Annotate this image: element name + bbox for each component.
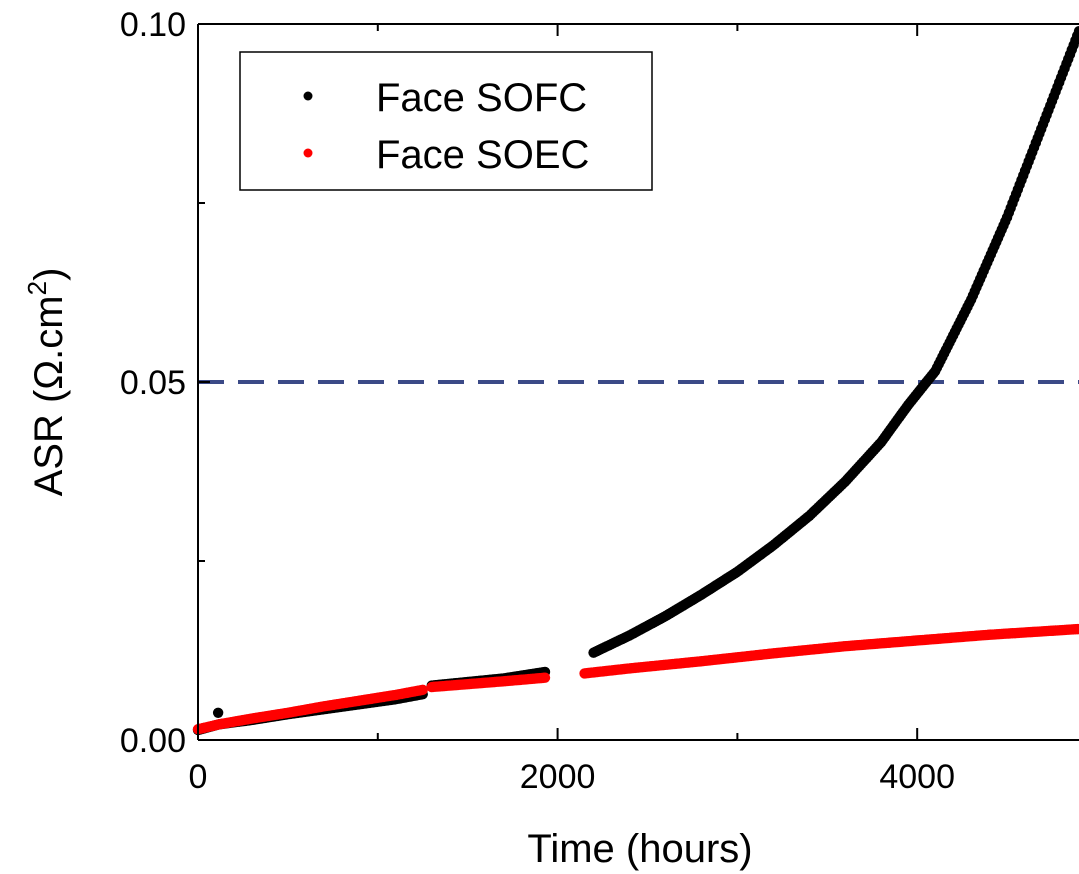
x-tick-label: 2000: [520, 758, 596, 796]
y-axis-title-superscript: 2: [22, 281, 52, 295]
legend-label-face-sofc: Face SOFC: [376, 76, 587, 120]
legend-marker-face-soec: [303, 148, 313, 158]
y-axis-title-close: ): [27, 268, 71, 281]
y-axis-title-main: ASR (Ω.cm: [27, 295, 71, 496]
y-tick-label: 0.05: [120, 364, 186, 402]
series-0-point: [1073, 25, 1079, 37]
y-axis-title: ASR (Ω.cm2): [22, 268, 71, 497]
x-tick-label: 4000: [879, 758, 955, 796]
plot-area: 0 2000 4000 0.00 0.05 0.10: [120, 6, 1079, 796]
x-axis-title: Time (hours): [527, 827, 752, 871]
series-1-point: [1073, 623, 1079, 635]
series-1-points: [192, 623, 1079, 735]
series-1-point: [539, 672, 551, 683]
legend-box: [239, 51, 653, 191]
legend-label-face-soec: Face SOEC: [376, 133, 589, 177]
x-tick-label: 0: [189, 758, 208, 796]
series-1-point: [417, 684, 428, 696]
legend: Face SOFC Face SOEC: [239, 51, 653, 191]
y-tick-label: 0.00: [120, 722, 186, 760]
series-0-point: [212, 707, 224, 718]
legend-marker-face-sofc: [303, 91, 313, 101]
y-tick-label: 0.10: [120, 6, 186, 44]
